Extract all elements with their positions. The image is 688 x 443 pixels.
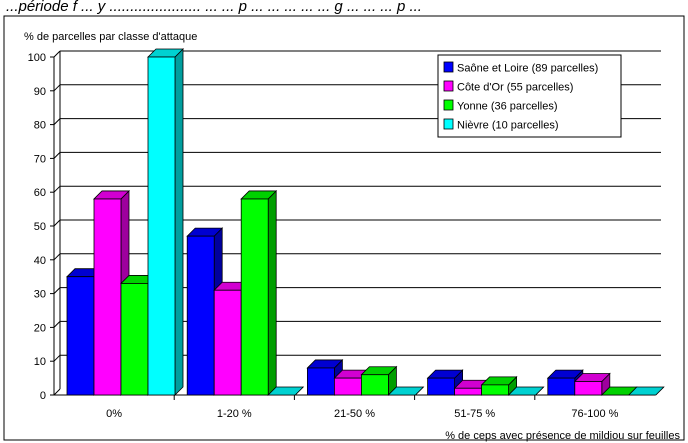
x-axis-title: % de ceps avec présence de mildiou sur f… xyxy=(445,430,680,442)
legend-label-3: Nièvre (10 parcelles) xyxy=(457,120,558,132)
y-tick-label-70: 70 xyxy=(34,153,46,165)
y-tick-label-40: 40 xyxy=(34,255,46,267)
top-caption: ...période f ... y .....................… xyxy=(6,0,422,15)
depth-line-70 xyxy=(53,152,61,159)
y-axis-title: % de parcelles par classe d'attaque xyxy=(24,31,197,43)
x-tick-label-4: 76-100 % xyxy=(571,408,618,420)
y-tick-label-10: 10 xyxy=(34,356,46,368)
legend-swatch-1 xyxy=(443,80,454,92)
depth-line-10 xyxy=(53,354,61,362)
x-tick-label-1: 1-20 % xyxy=(217,408,252,420)
bar-1-2 xyxy=(240,189,278,396)
y-tick-label-20: 20 xyxy=(34,322,46,334)
y-tick-label-90: 90 xyxy=(34,86,46,98)
axes: 0 10 20 30 40 50 60 70 80 90 100 0% 1-20 % 21-50 % 51-… xyxy=(28,51,662,420)
y-tick-label-100: 100 xyxy=(28,52,46,64)
legend-label-2: Yonne (36 parcelles) xyxy=(457,101,558,113)
bar-1-3 xyxy=(267,386,305,396)
bar-3-3 xyxy=(507,386,545,396)
depth-line-0 xyxy=(53,388,61,396)
y-tick-label-30: 30 xyxy=(34,289,46,301)
legend-swatch-3 xyxy=(443,118,454,130)
legend-box xyxy=(437,54,622,138)
bar-3-2 xyxy=(480,375,518,396)
bar-2-0 xyxy=(306,358,344,396)
depth-line-80 xyxy=(53,118,61,125)
legend-swatch-0 xyxy=(443,61,454,73)
depth-line-20 xyxy=(53,321,61,328)
x-tick-label-3: 51-75 % xyxy=(454,408,495,420)
depth-line-50 xyxy=(53,219,61,227)
depth-line-60 xyxy=(53,185,61,193)
bar-2-3 xyxy=(387,386,425,396)
legend: Saône et Loire (89 parcelles) Côte d'Or (… xyxy=(437,54,622,138)
legend-label-0: Saône et Loire (89 parcelles) xyxy=(457,63,598,75)
depth-line-40 xyxy=(53,253,61,261)
legend-label-1: Côte d'Or (55 parcelles) xyxy=(457,82,573,94)
depth-line-30 xyxy=(53,287,61,294)
y-tick-label-60: 60 xyxy=(34,187,46,199)
y-tick-label-50: 50 xyxy=(34,221,46,233)
y-tick-label-0: 0 xyxy=(40,390,46,402)
bar-0-3 xyxy=(147,48,184,396)
x-tick-label-0: 0% xyxy=(106,408,122,420)
depth-line-90 xyxy=(53,84,61,92)
bar-0-1 xyxy=(93,189,130,396)
bar-4-0 xyxy=(546,369,584,396)
depth-line-100 xyxy=(53,50,61,58)
bars xyxy=(66,48,665,396)
y-tick-label-80: 80 xyxy=(34,120,46,132)
bar-4-1 xyxy=(573,372,611,396)
bar-4-3 xyxy=(627,386,665,396)
chart-frame xyxy=(3,15,685,441)
bar-2-2 xyxy=(360,365,398,396)
x-tick-label-2: 21-50 % xyxy=(334,408,375,420)
legend-swatch-2 xyxy=(443,99,454,111)
